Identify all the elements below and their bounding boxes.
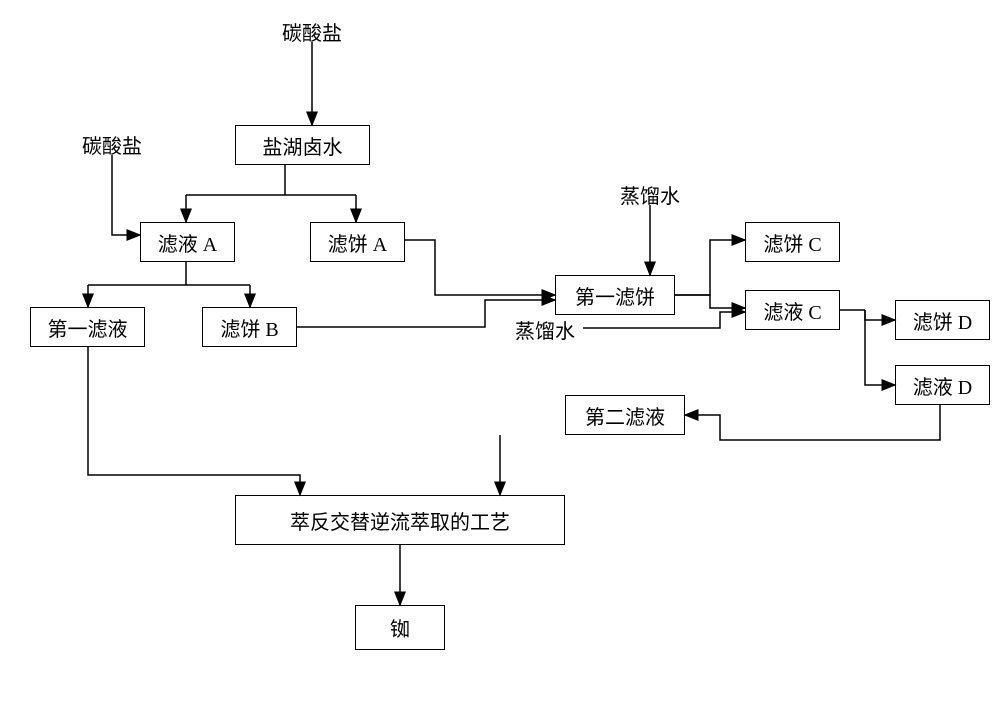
node-cakeA: 滤饼 A xyxy=(310,222,405,262)
node-process: 萃反交替逆流萃取的工艺 xyxy=(235,495,565,545)
edge-to_cakeD xyxy=(865,310,895,320)
edge-carbonate_left xyxy=(112,155,140,235)
node-cakeB: 滤饼 B xyxy=(202,307,297,347)
node-cake1: 第一滤饼 xyxy=(555,275,675,315)
node-filtrateC: 滤液 C xyxy=(745,290,840,330)
edge-cake1_split_up xyxy=(675,240,745,295)
edge-to_filtrateD xyxy=(865,310,895,385)
node-filtrate1: 第一滤液 xyxy=(30,307,145,347)
node-cakeC: 滤饼 C xyxy=(745,222,840,262)
edge-filtrate1_down xyxy=(88,347,300,495)
node-filtrate2: 第二滤液 xyxy=(565,395,685,435)
edge-cakeA_right xyxy=(405,240,555,295)
label-distilled_top: 蒸馏水 xyxy=(620,180,680,209)
edge-filtrateD_down xyxy=(685,405,940,440)
label-carbonate_top: 碳酸盐 xyxy=(282,17,342,46)
node-filtrateA: 滤液 A xyxy=(140,222,235,262)
node-rb: 铷 xyxy=(355,605,445,650)
node-cakeD: 滤饼 D xyxy=(895,300,990,340)
node-brine: 盐湖卤水 xyxy=(235,125,370,165)
label-carbonate_left: 碳酸盐 xyxy=(82,130,142,159)
edge-cake1_split_dn xyxy=(675,295,745,308)
label-distilled_left: 蒸馏水 xyxy=(515,315,575,344)
arrow-layer xyxy=(0,0,1000,722)
node-filtrateD: 滤液 D xyxy=(895,365,990,405)
